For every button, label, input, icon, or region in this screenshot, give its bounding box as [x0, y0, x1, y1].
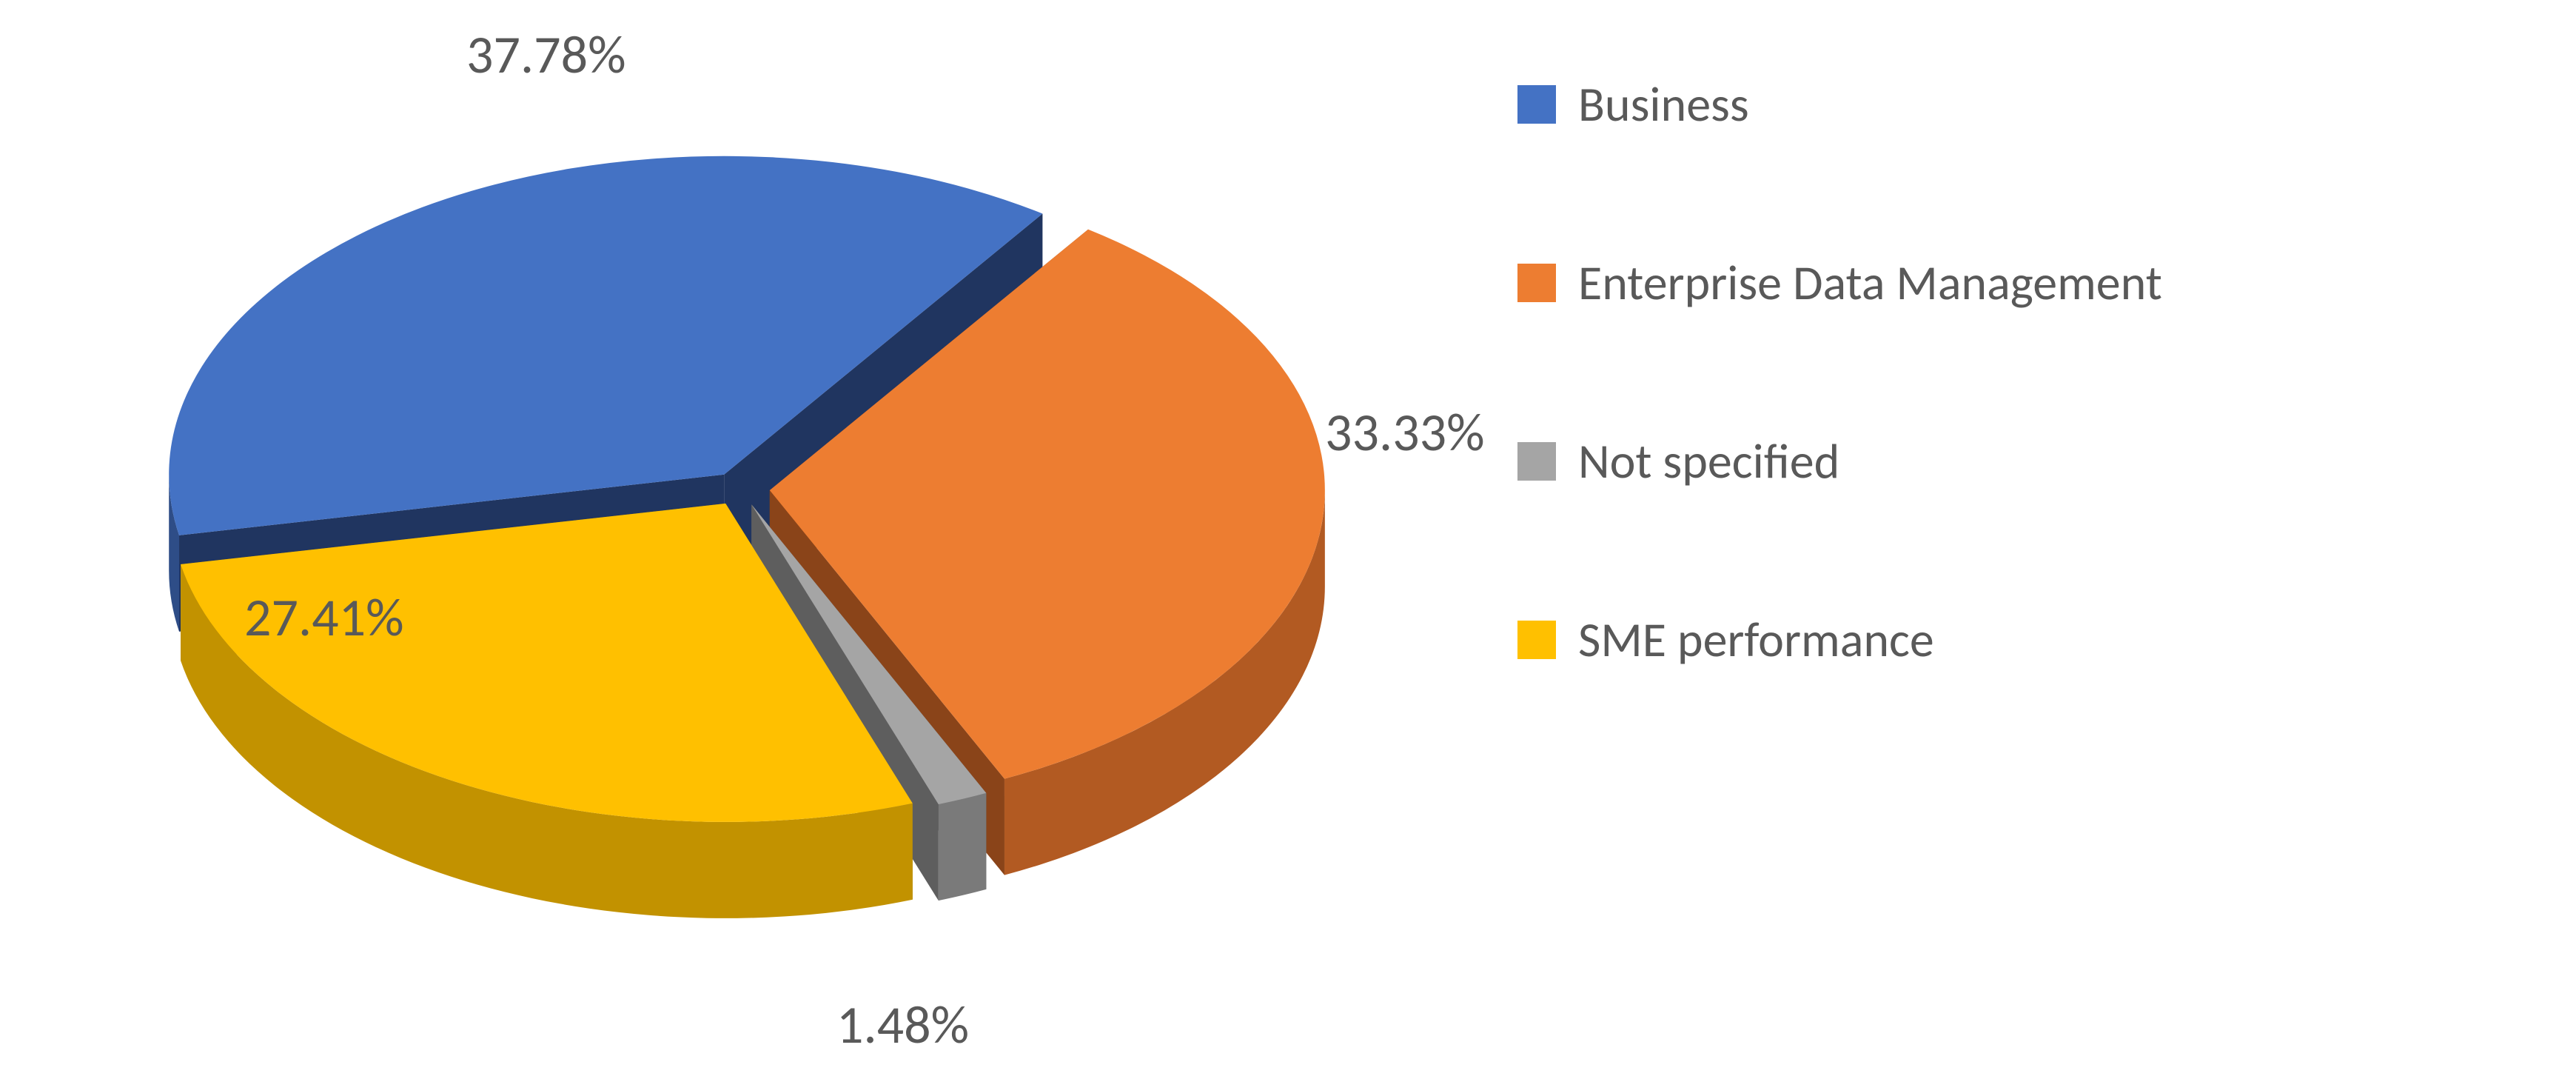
legend-item: Not specified — [1517, 431, 2162, 491]
pie-slice-wall — [939, 793, 986, 901]
legend-label: Not specified — [1578, 431, 1839, 491]
legend-item: Business — [1517, 74, 2162, 134]
legend-swatch — [1517, 264, 1556, 302]
pie-chart: 37.78%33.33%1.48%27.41% — [148, 30, 1406, 1029]
legend-item: SME performance — [1517, 609, 2162, 669]
legend-label: Enterprise Data Management — [1578, 253, 2162, 313]
legend-label: SME performance — [1578, 609, 1934, 669]
legend: Business Enterprise Data Management Not sp… — [1517, 74, 2162, 669]
slice-label: 37.78% — [466, 22, 626, 87]
slice-label: 33.33% — [1325, 400, 1485, 465]
chart-viewport: 37.78%33.33%1.48%27.41% BusinessEnterpri… — [0, 0, 2576, 1079]
legend-swatch — [1517, 85, 1556, 124]
legend-item: Enterprise Data Management — [1517, 253, 2162, 313]
legend-label: Business — [1578, 74, 1749, 134]
legend-swatch — [1517, 621, 1556, 659]
slice-label: 27.41% — [244, 585, 404, 650]
slice-label: 1.48% — [836, 992, 969, 1058]
pie-svg — [148, 30, 1406, 1029]
legend-swatch — [1517, 442, 1556, 481]
